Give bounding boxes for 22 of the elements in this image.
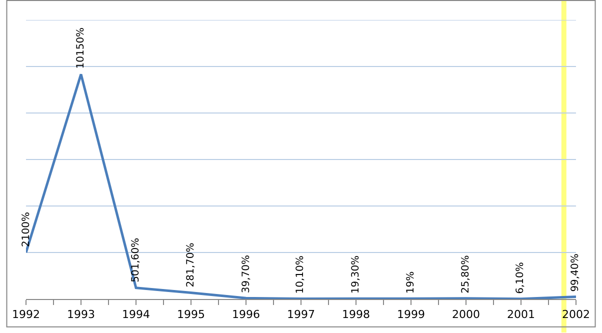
data-label: 281,70%: [186, 242, 197, 288]
x-tick-label: 1994: [122, 308, 150, 322]
x-tick-label: 1996: [232, 308, 260, 322]
data-label: 19%: [405, 271, 416, 294]
data-label: 39,70%: [240, 254, 252, 294]
data-label: 6,10%: [515, 262, 526, 294]
data-label: 10,10%: [295, 256, 306, 294]
x-tick-label: 1992: [12, 308, 40, 322]
x-tick-label: 1998: [342, 308, 370, 322]
data-label: 501,60%: [130, 238, 142, 282]
data-label: 99,40%: [570, 254, 582, 292]
x-tick-label: 1999: [397, 308, 425, 322]
data-label: 2100%: [21, 212, 32, 247]
x-tick-label: 1993: [67, 308, 95, 322]
data-label: 25,80%: [460, 255, 472, 294]
x-tick-label: 1997: [287, 308, 315, 322]
data-label: 19,30%: [350, 255, 362, 294]
x-tick-label: 2002: [562, 308, 590, 322]
data-label: 10150%: [75, 27, 86, 69]
x-tick-label: 2001: [507, 308, 535, 322]
x-tick-label: 2000: [452, 308, 480, 322]
x-tick-label: 1995: [177, 308, 205, 322]
